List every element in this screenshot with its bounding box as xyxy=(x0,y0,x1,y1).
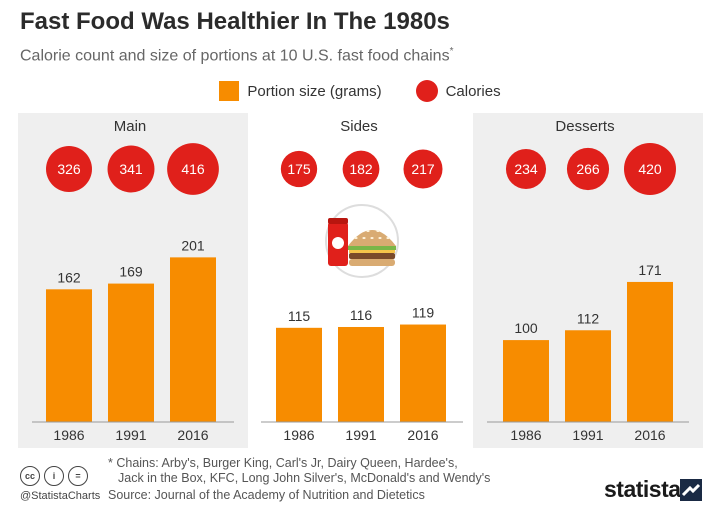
statista-handle[interactable]: @StatistaCharts xyxy=(20,490,101,502)
food-illustration-icon xyxy=(325,204,399,278)
legend-label-calories: Calories xyxy=(445,82,501,100)
soda-lid xyxy=(328,218,348,224)
burger-bun-bottom xyxy=(349,259,395,266)
burger-lettuce xyxy=(348,246,396,250)
portion-label-sides-1986: 115 xyxy=(288,308,311,324)
chart-canvas: Main 326 341 416 162 1986 169 1991 201 2016 Sides 1… xyxy=(18,113,703,448)
legend: Portion size (grams) Calories xyxy=(0,80,720,102)
sesame-seed xyxy=(386,237,390,239)
burger-cheese xyxy=(349,250,395,253)
sesame-seed xyxy=(354,237,358,239)
legend-item-portion: Portion size (grams) xyxy=(219,80,382,102)
calorie-circle-main-2016 xyxy=(167,143,219,195)
panel-desserts: Desserts 234 266 420 100 1986 112 1991 171 2016 xyxy=(487,118,689,443)
x-tick-sides-1986: 1986 xyxy=(283,427,314,443)
legend-swatch-portion xyxy=(219,81,240,101)
legend-item-calories: Calories xyxy=(415,80,501,102)
legend-label-portion: Portion size (grams) xyxy=(247,82,382,100)
portion-bar-sides-1986 xyxy=(276,327,322,422)
portion-bar-sides-1991 xyxy=(338,326,384,422)
sesame-seed xyxy=(376,230,380,232)
panel-title-desserts: Desserts xyxy=(555,118,614,135)
panel-main: Main 326 341 416 162 1986 169 1991 201 2016 xyxy=(32,118,234,443)
portion-bar-desserts-1986 xyxy=(503,340,549,422)
sesame-seed xyxy=(370,237,374,239)
burger-patty xyxy=(349,253,395,259)
attribution-icon: i xyxy=(44,466,64,486)
panel-title-main: Main xyxy=(114,118,147,135)
calorie-label-main-1991: 341 xyxy=(119,161,143,177)
panel-sides: Sides 175 182 217 115 1986 116 1991 119 2016 xyxy=(261,118,463,443)
x-tick-desserts-1991: 1991 xyxy=(572,427,603,443)
portion-label-desserts-2016: 171 xyxy=(638,262,662,278)
calorie-circle-main-1991 xyxy=(107,145,155,193)
calorie-label-sides-1991: 182 xyxy=(349,161,373,177)
calorie-label-main-1986: 326 xyxy=(57,161,81,177)
portion-label-sides-2016: 119 xyxy=(412,305,435,321)
calorie-label-desserts-1991: 266 xyxy=(576,161,600,177)
sesame-seed xyxy=(366,230,370,232)
x-tick-main-2016: 2016 xyxy=(177,427,208,443)
source-note: Source: Journal of the Academy of Nutrit… xyxy=(108,488,425,502)
footnote: * Chains: Arby's, Burger King, Carl's Jr… xyxy=(108,456,490,486)
calorie-circle-desserts-1991 xyxy=(566,147,610,191)
calorie-label-sides-1986: 175 xyxy=(287,161,311,177)
no-derivatives-icon: = xyxy=(68,466,88,486)
portion-label-sides-1991: 116 xyxy=(350,307,373,323)
chart-title: Fast Food Was Healthier In The 1980s xyxy=(20,8,450,35)
x-tick-sides-2016: 2016 xyxy=(407,427,438,443)
calorie-label-desserts-2016: 420 xyxy=(638,161,662,177)
statista-logo-icon xyxy=(680,479,702,501)
calorie-label-sides-2016: 217 xyxy=(411,161,435,177)
license-icons: cc i = xyxy=(20,466,88,486)
footnote-line-1: * Chains: Arby's, Burger King, Carl's Jr… xyxy=(108,456,458,470)
portion-label-desserts-1986: 100 xyxy=(514,320,538,336)
calorie-label-desserts-1986: 234 xyxy=(514,161,538,177)
portion-bar-main-1986 xyxy=(46,289,92,422)
legend-swatch-calories xyxy=(415,80,438,102)
chart-subtitle: Calorie count and size of portions at 10… xyxy=(20,46,453,65)
calorie-circle-main-1986 xyxy=(46,146,92,192)
portion-label-desserts-1991: 112 xyxy=(577,310,600,326)
portion-label-main-1991: 169 xyxy=(119,264,143,280)
x-tick-desserts-2016: 2016 xyxy=(634,427,665,443)
portion-bar-sides-2016 xyxy=(400,324,446,422)
calorie-circle-sides-2016 xyxy=(403,149,443,189)
x-tick-main-1986: 1986 xyxy=(53,427,84,443)
x-tick-sides-1991: 1991 xyxy=(345,427,376,443)
statista-logo[interactable]: statista xyxy=(604,476,681,502)
portion-label-main-1986: 162 xyxy=(57,269,81,285)
portion-label-main-2016: 201 xyxy=(181,237,205,253)
footnote-line-2: Jack in the Box, KFC, Long John Silver's… xyxy=(118,471,491,485)
calorie-circle-sides-1986 xyxy=(280,150,318,188)
calorie-circle-desserts-2016 xyxy=(624,143,676,195)
calorie-label-main-2016: 416 xyxy=(181,161,205,177)
portion-bar-desserts-1991 xyxy=(565,330,611,422)
cc-icon: cc xyxy=(20,466,40,486)
panel-title-sides: Sides xyxy=(340,118,378,135)
x-tick-main-1991: 1991 xyxy=(115,427,146,443)
portion-bar-main-1991 xyxy=(108,283,154,422)
soda-logo xyxy=(332,237,344,249)
subtitle-footnote-mark: * xyxy=(449,46,454,57)
x-tick-desserts-1986: 1986 xyxy=(510,427,541,443)
calorie-circle-sides-1991 xyxy=(342,150,380,188)
sesame-seed xyxy=(362,237,366,239)
sesame-seed xyxy=(378,237,382,239)
calorie-circle-desserts-1986 xyxy=(505,148,547,190)
subtitle-text: Calorie count and size of portions at 10… xyxy=(20,47,450,65)
portion-bar-desserts-2016 xyxy=(627,281,673,422)
portion-bar-main-2016 xyxy=(170,257,216,422)
